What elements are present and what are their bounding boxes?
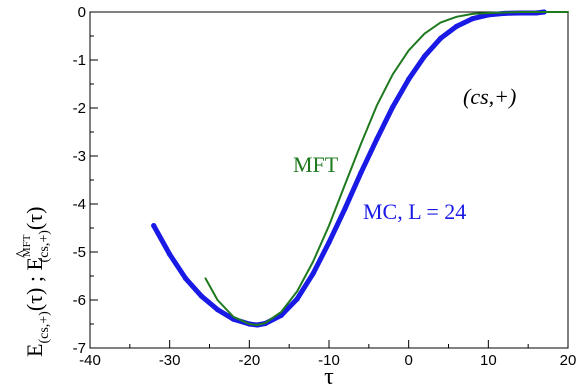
y-title-arg1: (τ) ; xyxy=(22,271,47,312)
plot-frame xyxy=(89,11,569,349)
x-tick-label: -10 xyxy=(318,352,340,369)
annotation-state: (cs,+) xyxy=(463,84,516,109)
mc-data-point xyxy=(374,136,380,142)
y-title-sub2: (cs,+) xyxy=(37,230,52,263)
y-tick-label: -6 xyxy=(73,292,86,309)
y-title-base: E xyxy=(22,344,47,357)
y-axis-title: E(cs,+)(τ) ; EMFT (cs,+)(τ) ^ xyxy=(12,207,52,357)
svg-text:E(cs,+)(τ) ; EMFT(cs,+)(τ): E(cs,+)(τ) ; EMFT (cs,+)(τ) xyxy=(21,207,52,357)
mc-data-point xyxy=(422,53,428,59)
x-tick-label: -30 xyxy=(159,352,181,369)
mc-data-point xyxy=(167,251,173,257)
y-tick-label: -2 xyxy=(73,100,86,117)
y-tick-label: -7 xyxy=(73,340,86,357)
annotation-mc: MC, L = 24 xyxy=(363,199,466,224)
x-tick-label: 0 xyxy=(404,352,412,369)
series-line-mc xyxy=(151,9,547,328)
annotation-mft: MFT xyxy=(293,152,339,177)
y-title-arg2: (τ) xyxy=(22,207,47,231)
x-tick-label: 10 xyxy=(480,352,497,369)
mc-data-point xyxy=(214,307,221,313)
mc-data-point xyxy=(437,35,444,42)
x-tick-label: -40 xyxy=(79,352,101,369)
series-line-mft xyxy=(204,11,569,326)
y-tick-label: -5 xyxy=(73,244,86,261)
ticks: -40 -30 -20 -10 0 10 20 0 -1 -2 -3 -4 -5 -6 -7 xyxy=(73,4,577,369)
x-tick-label: -20 xyxy=(238,352,260,369)
mc-data-point xyxy=(358,170,364,176)
y-tick-label: -3 xyxy=(73,148,86,165)
mc-data-point xyxy=(453,23,460,29)
y-title-hat: ^ xyxy=(12,249,32,258)
y-tick-label: -4 xyxy=(73,196,86,213)
mc-data-point xyxy=(326,239,332,245)
y-title-sub1: (cs,+) xyxy=(37,311,52,344)
mc-data-point xyxy=(183,275,189,281)
y-title-sup2: MFT xyxy=(21,234,33,257)
mc-data-point xyxy=(310,271,316,277)
mc-data-point xyxy=(406,76,412,82)
y-title-hat-base: E xyxy=(22,257,47,270)
mc-data-point xyxy=(390,104,396,110)
mc-data-point xyxy=(151,223,157,229)
y-tick-label: 0 xyxy=(78,4,86,21)
mc-data-point xyxy=(294,296,300,302)
mc-data-point xyxy=(469,16,475,22)
x-tick-label: 20 xyxy=(560,352,577,369)
mc-data-point xyxy=(342,206,348,212)
series-group xyxy=(151,9,569,328)
y-tick-label: -1 xyxy=(73,52,86,69)
mc-data-point xyxy=(198,293,205,299)
x-axis-title: τ xyxy=(324,364,334,385)
